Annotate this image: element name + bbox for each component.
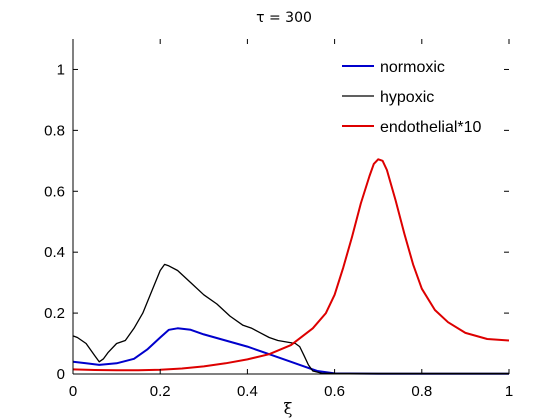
x-tick-label: 0.8 <box>411 383 432 400</box>
series-line-2 <box>72 158 510 372</box>
x-tick-label: 0 <box>69 383 77 400</box>
plot-area-background <box>73 39 509 374</box>
x-tick-label: 0.2 <box>150 383 171 400</box>
axes-layer <box>72 39 509 375</box>
legend-label-0: normoxic <box>380 59 445 76</box>
x-tick-label: 1 <box>505 383 513 400</box>
x-tick-label: 0.6 <box>324 383 345 400</box>
y-tick-label: 0.6 <box>44 183 65 200</box>
chart-title: τ = 300 <box>256 10 312 26</box>
legend: normoxic hypoxic endothelial*10 <box>342 59 482 136</box>
legend-label-1: hypoxic <box>380 89 434 106</box>
y-tick-label: 0.8 <box>44 122 65 139</box>
y-tick-label: 0 <box>57 366 65 383</box>
y-tick-label: 0.2 <box>44 305 65 322</box>
legend-label-2: endothelial*10 <box>380 119 482 136</box>
y-tick-label: 0.4 <box>44 244 65 261</box>
y-tick-label: 1 <box>57 61 65 78</box>
series-line-1 <box>72 263 509 375</box>
y-ticks: 0 0.2 0.4 0.6 0.8 1 <box>44 61 509 383</box>
x-axis-label: ξ <box>284 399 293 418</box>
x-tick-label: 0.4 <box>237 383 258 400</box>
x-ticks: 0 0.2 0.4 0.6 0.8 1 <box>69 39 513 400</box>
